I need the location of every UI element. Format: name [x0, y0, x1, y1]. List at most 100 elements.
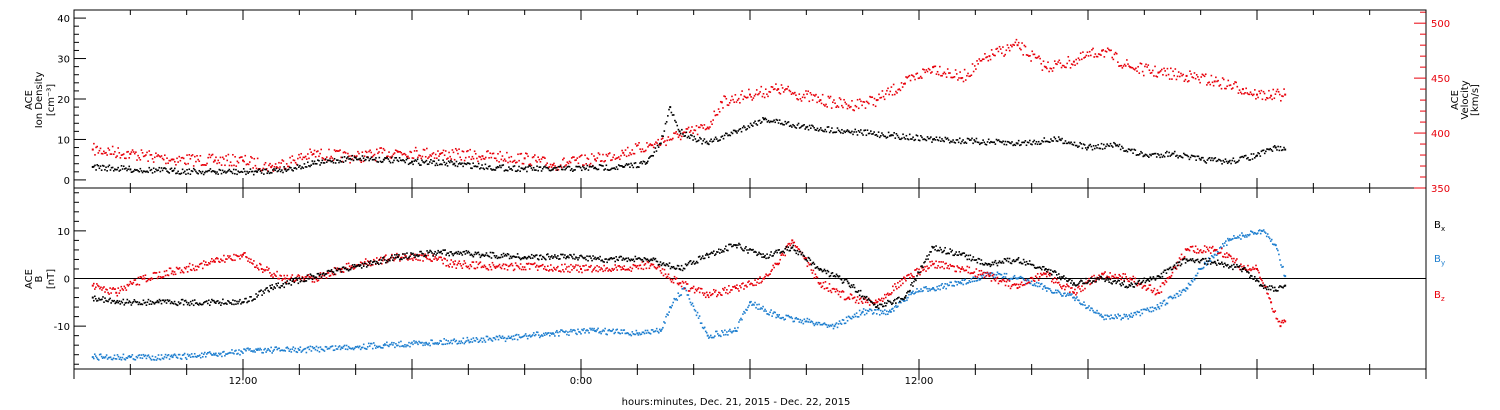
by-series-sample	[874, 309, 877, 311]
velocity-series-sample	[694, 129, 697, 132]
density-series-sample	[98, 167, 101, 170]
by-series-sample	[949, 281, 951, 284]
by-series-sample	[1236, 237, 1238, 239]
bx-series-point	[1185, 258, 1188, 261]
density-series-sample	[162, 167, 165, 170]
by-series-sample	[1221, 243, 1224, 245]
bz-series-sample	[681, 280, 684, 283]
by-series-sample	[1219, 246, 1222, 248]
by-series-sample	[112, 357, 115, 360]
bz-series-sample	[982, 271, 985, 274]
velocity-series-sample	[1167, 73, 1170, 76]
velocity-series-sample	[1254, 89, 1256, 91]
bx-series-point	[523, 256, 526, 259]
velocity-series-sample	[1144, 65, 1146, 68]
by-series-sample	[744, 312, 746, 314]
velocity-series-sample	[429, 154, 431, 156]
velocity-series-sample	[371, 156, 374, 158]
velocity-series-sample	[889, 90, 892, 93]
by-series-sample	[215, 352, 217, 355]
bx-series-point	[157, 301, 160, 304]
bz-series-sample	[878, 299, 881, 301]
by-series-sample	[867, 310, 870, 312]
density-series-point	[622, 165, 625, 168]
density-series-sample	[208, 169, 211, 172]
velocity-series-sample	[574, 159, 576, 162]
bx-series-sample	[130, 304, 133, 306]
bz-series-sample	[966, 265, 969, 268]
velocity-series-sample	[1122, 65, 1125, 67]
density-series-sample	[1128, 148, 1131, 151]
bx-series-sample	[101, 298, 103, 301]
bz-series-sample	[393, 259, 395, 262]
velocity-series-sample	[582, 164, 584, 166]
bz-series-sample	[1088, 277, 1090, 280]
by-series-sample	[921, 290, 923, 293]
by-series-sample	[388, 345, 390, 348]
bz-series-sample	[1133, 280, 1136, 283]
density-series-sample	[619, 165, 621, 167]
by-series-sample	[181, 354, 184, 357]
bz-series-sample	[658, 265, 661, 268]
velocity-series-sample	[1234, 81, 1236, 83]
velocity-series-sample	[727, 104, 730, 107]
density-series-sample	[610, 168, 612, 171]
bz-series-point	[1270, 301, 1273, 304]
velocity-series-sample	[114, 150, 116, 153]
bz-series-point	[284, 277, 287, 280]
velocity-series-sample	[1183, 80, 1186, 83]
bz-series-sample	[669, 278, 672, 281]
bx-series-point	[1129, 284, 1132, 287]
by-series-sample	[900, 301, 902, 304]
by-series-sample	[1146, 307, 1149, 310]
velocity-series-sample	[862, 100, 865, 103]
bz-series-sample	[123, 285, 126, 288]
density-series-sample	[831, 127, 833, 129]
bz-series-sample	[916, 267, 918, 270]
bz-series-point	[777, 263, 780, 266]
density-series-sample	[417, 162, 420, 165]
by-series-sample	[747, 306, 749, 309]
velocity-series-sample	[256, 157, 259, 160]
by-series-sample	[104, 356, 107, 358]
velocity-series-sample	[206, 162, 208, 165]
bz-series-point	[1044, 272, 1047, 275]
by-series-sample	[808, 318, 811, 321]
bz-series-sample	[996, 276, 999, 279]
velocity-series-sample	[472, 157, 475, 160]
by-series-sample	[611, 329, 613, 332]
by-series-sample	[822, 323, 825, 325]
by-series-sample	[454, 340, 457, 343]
by-series-sample	[717, 333, 719, 335]
by-series-sample	[780, 317, 782, 320]
bz-series-sample	[1205, 246, 1208, 249]
by-series-sample	[282, 349, 285, 352]
bz-series-sample	[1177, 264, 1180, 267]
bz-series-sample	[130, 282, 133, 285]
by-series-sample	[178, 353, 181, 356]
by-series-sample	[588, 332, 590, 334]
bz-series-point	[1157, 291, 1160, 294]
by-series-sample	[1223, 245, 1225, 247]
by-series-sample	[731, 331, 733, 334]
velocity-series-sample	[1068, 59, 1071, 62]
velocity-series-sample	[362, 160, 365, 163]
by-series-sample	[311, 346, 314, 348]
density-series-sample	[455, 160, 458, 163]
velocity-series-sample	[879, 97, 881, 99]
density-series-sample	[1104, 147, 1106, 150]
by-series-sample	[396, 344, 398, 347]
velocity-series-sample	[660, 138, 663, 140]
bx-series-sample	[144, 301, 147, 304]
density-series-sample	[776, 119, 779, 122]
velocity-series-sample	[939, 65, 941, 68]
by-series-sample	[555, 331, 557, 334]
velocity-series-sample	[394, 149, 397, 152]
bz-series-sample	[1054, 277, 1056, 279]
velocity-series-sample	[631, 149, 634, 151]
velocity-series-sample	[829, 95, 832, 98]
velocity-series-sample	[1189, 70, 1191, 73]
velocity-series-sample	[399, 150, 401, 153]
bx-series-sample	[297, 282, 300, 285]
velocity-series-sample	[923, 68, 925, 71]
